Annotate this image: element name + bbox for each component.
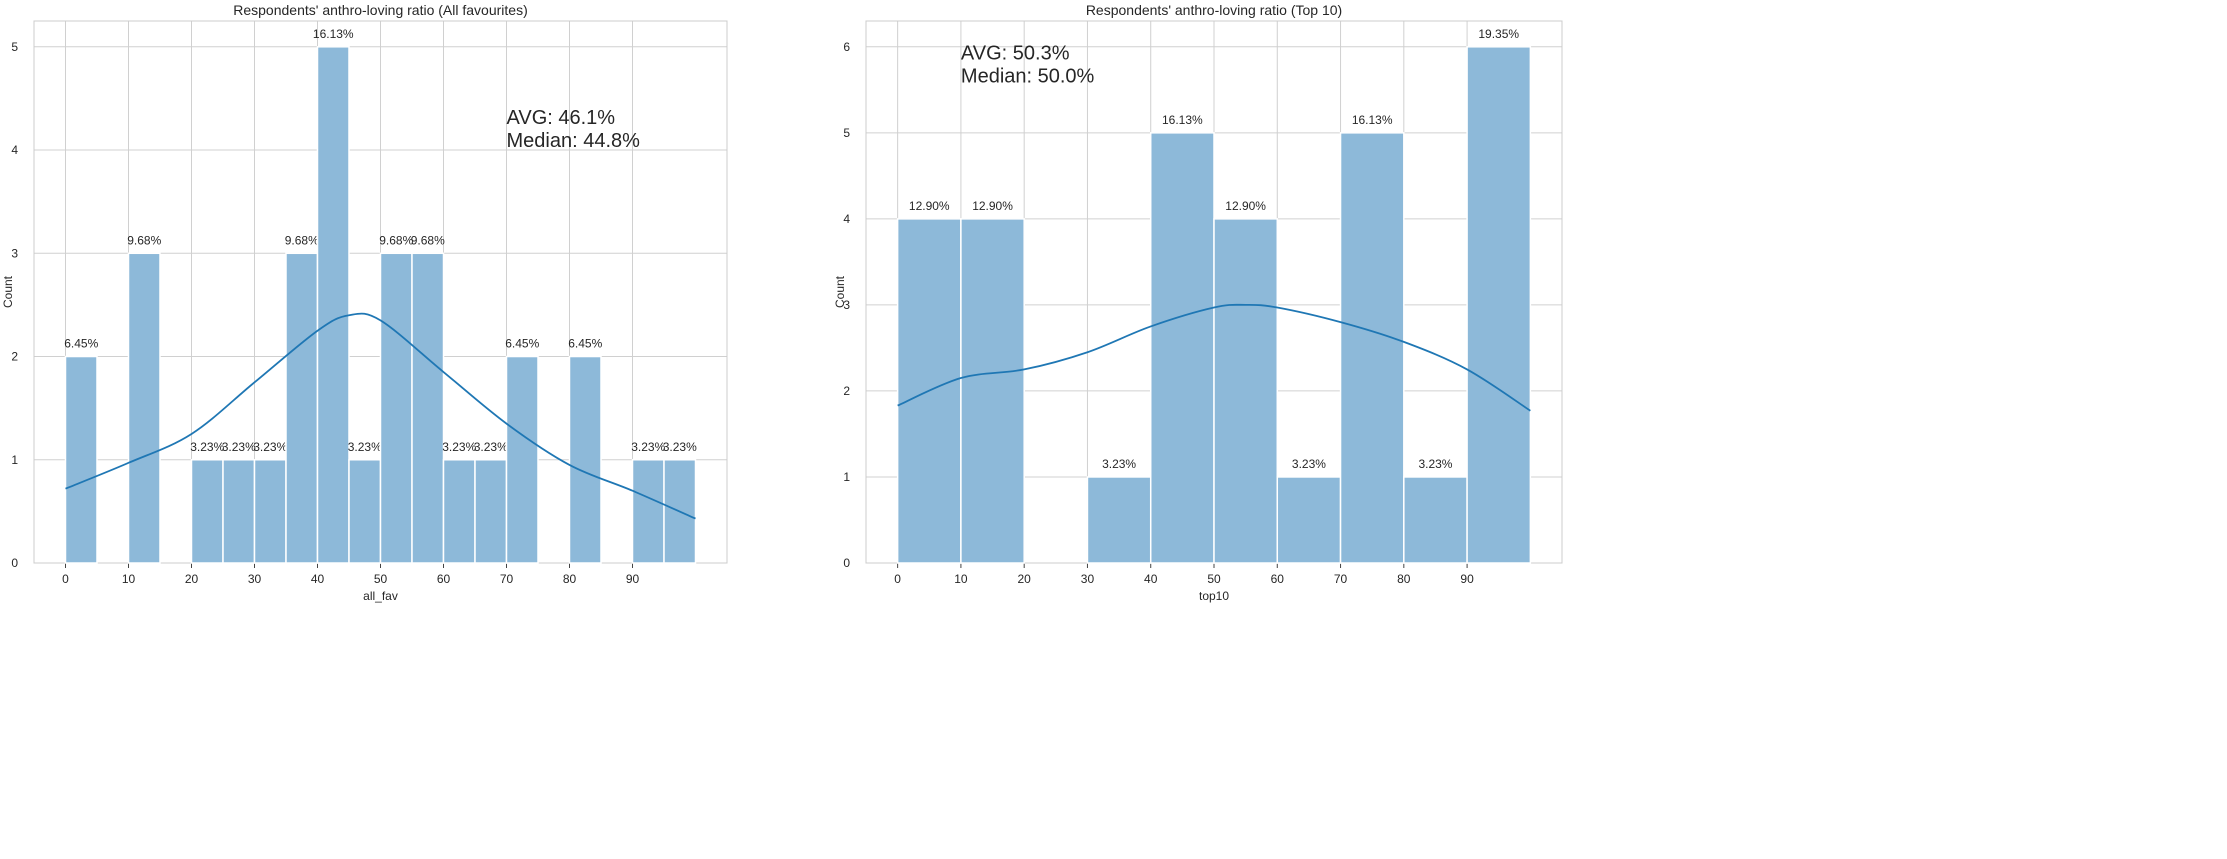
bar-label: 3.23% [190, 440, 224, 454]
y-tick-label: 2 [843, 384, 850, 398]
x-axis-label: top10 [1199, 589, 1229, 603]
chart-top10: 0 10 20 30 40 50 60 70 80 90 0 1 2 3 4 5 6 12.90% 12.90% 3.… [833, 2, 1563, 603]
bar-label: 6.45% [568, 337, 602, 351]
stats-annotation: AVG: 46.1% [507, 107, 616, 129]
bar-label: 16.13% [1162, 113, 1203, 127]
chart-title: Respondents' anthro-loving ratio (Top 10… [1086, 2, 1342, 18]
bar-label: 16.13% [313, 27, 354, 41]
histogram-bar [64, 355, 98, 564]
histogram-bar [190, 459, 224, 564]
bar-label: 3.23% [1418, 457, 1452, 471]
x-tick-label: 70 [500, 572, 514, 586]
bar-label: 9.68% [411, 233, 445, 247]
x-tick-label: 20 [185, 572, 199, 586]
x-tick-label: 90 [1460, 572, 1474, 586]
x-tick-label: 40 [1144, 572, 1158, 586]
x-tick-label: 10 [954, 572, 968, 586]
histogram-bar [568, 355, 602, 564]
histogram-bar [1086, 476, 1152, 564]
histogram-bar [222, 459, 256, 564]
bar-label: 12.90% [909, 199, 950, 213]
y-tick-label: 0 [843, 556, 850, 570]
stats-annotation: Median: 44.8% [507, 130, 641, 152]
bar-label: 3.23% [1102, 457, 1136, 471]
y-tick-label: 3 [11, 246, 18, 260]
histogram-bar [631, 459, 665, 564]
y-tick-label: 6 [843, 40, 850, 54]
bar-label: 3.23% [222, 440, 256, 454]
histogram-bar [1276, 476, 1342, 564]
x-tick-label: 50 [1207, 572, 1221, 586]
x-tick-label: 80 [563, 572, 577, 586]
bar-label: 3.23% [1292, 457, 1326, 471]
x-tick-label: 80 [1397, 572, 1411, 586]
x-tick-label: 40 [311, 572, 325, 586]
y-axis-label: Count [833, 275, 847, 308]
stats-annotation: Median: 50.0% [961, 66, 1095, 88]
bar-label: 3.23% [253, 440, 287, 454]
x-tick-label: 90 [626, 572, 640, 586]
chart-title: Respondents' anthro-loving ratio (All fa… [233, 2, 528, 18]
bar-label: 3.23% [663, 440, 697, 454]
bar-label: 3.23% [631, 440, 665, 454]
histogram-bar [379, 252, 413, 564]
chart-all-favourites: 0 10 20 30 40 50 60 70 80 90 0 1 2 3 4 5 6.45% 9.68% 3.23%… [1, 2, 728, 603]
histogram-bar [505, 355, 539, 564]
y-tick-label: 0 [11, 556, 18, 570]
y-tick-label: 5 [11, 40, 18, 54]
x-tick-label: 20 [1018, 572, 1032, 586]
bar-label: 6.45% [64, 337, 98, 351]
kde-line [65, 312, 696, 520]
y-tick-label: 5 [843, 126, 850, 140]
y-tick-label: 3 [843, 298, 850, 312]
x-tick-label: 30 [1081, 572, 1095, 586]
histogram-bar [285, 252, 319, 564]
bar-label: 9.68% [379, 233, 413, 247]
histogram-bar [1339, 132, 1405, 564]
bar-label: 19.35% [1478, 27, 1519, 41]
histogram-bar [1466, 46, 1532, 564]
y-tick-label: 4 [11, 143, 18, 157]
bar-label: 9.68% [127, 233, 161, 247]
y-tick-label: 4 [843, 212, 850, 226]
x-tick-label: 50 [374, 572, 388, 586]
x-tick-label: 10 [122, 572, 136, 586]
x-tick-label: 30 [248, 572, 262, 586]
histogram-bar [474, 459, 508, 564]
bar-label: 3.23% [442, 440, 476, 454]
histogram-bar [960, 218, 1025, 564]
bar-label: 9.68% [285, 233, 319, 247]
histogram-bar [442, 459, 476, 564]
bar-label: 12.90% [1225, 199, 1266, 213]
histogram-bar [253, 459, 287, 564]
y-axis-label: Count [1, 275, 15, 308]
bar-label: 12.90% [972, 199, 1013, 213]
x-tick-label: 0 [62, 572, 69, 586]
bar-label: 6.45% [505, 337, 539, 351]
bar-label: 3.23% [348, 440, 382, 454]
stats-annotation: AVG: 50.3% [961, 43, 1070, 65]
x-tick-label: 60 [437, 572, 451, 586]
histogram-bar [1149, 132, 1215, 564]
y-tick-label: 2 [11, 350, 18, 364]
y-tick-label: 1 [11, 453, 18, 467]
histogram-bar [1213, 218, 1279, 564]
x-tick-label: 0 [894, 572, 901, 586]
histogram-bar [316, 46, 350, 564]
bar-label: 16.13% [1352, 113, 1393, 127]
kde-line [897, 303, 1531, 412]
y-tick-label: 1 [843, 470, 850, 484]
histogram-bar [1403, 476, 1468, 564]
histogram-bar [411, 252, 445, 564]
histogram-bar [127, 252, 161, 564]
histogram-bar [348, 459, 382, 564]
x-tick-label: 60 [1271, 572, 1285, 586]
x-axis-label: all_fav [363, 589, 398, 603]
x-tick-label: 70 [1334, 572, 1348, 586]
bar-label: 3.23% [474, 440, 508, 454]
